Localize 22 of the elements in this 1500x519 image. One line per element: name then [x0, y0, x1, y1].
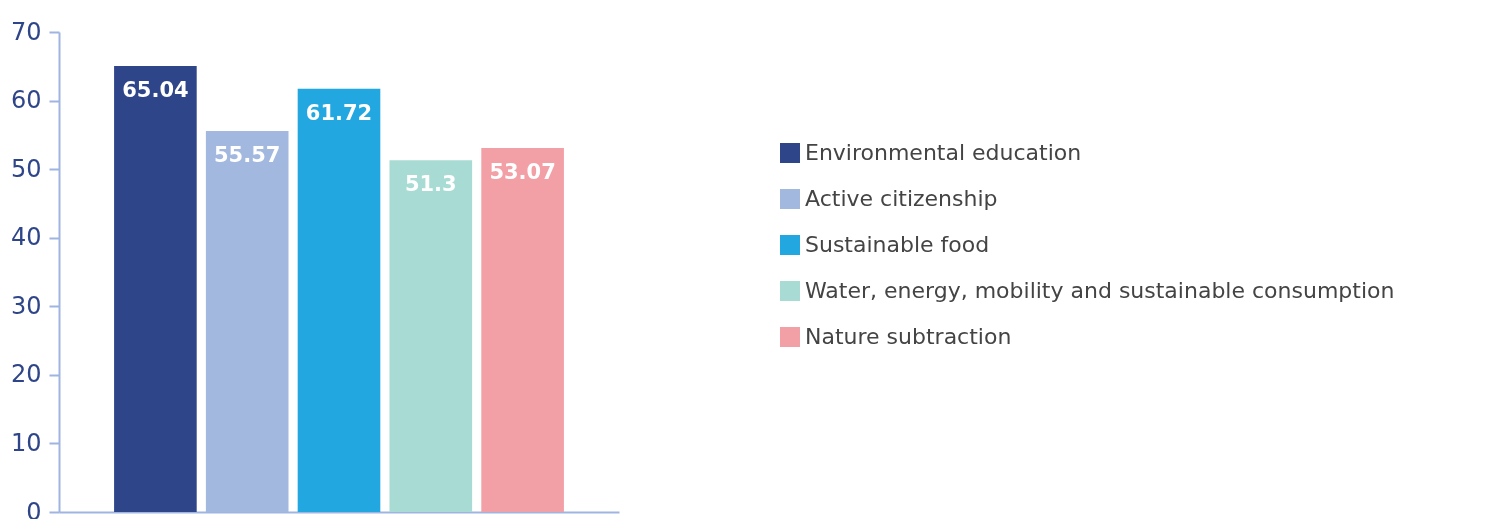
- legend-label: Water, energy, mobility and sustainable consumption: [805, 278, 1395, 303]
- y-tick-label: 0: [26, 497, 42, 519]
- y-tick-label: 60: [10, 86, 42, 115]
- data-label: 55.57: [213, 142, 281, 167]
- bar: [297, 88, 381, 512]
- y-tick-label: 10: [10, 428, 42, 457]
- bar: [481, 148, 564, 512]
- y-tick-label: 70: [10, 17, 42, 46]
- legend-label: Active citizenship: [805, 186, 998, 211]
- bar: [114, 66, 197, 512]
- data-label: 61.72: [305, 100, 373, 125]
- legend-label: Environmental education: [805, 140, 1082, 165]
- y-tick-label: 20: [10, 360, 42, 389]
- legend-label: Sustainable food: [805, 232, 990, 257]
- y-tick-label: 40: [10, 223, 42, 252]
- y-tick-label: 30: [10, 291, 42, 320]
- bar: [389, 160, 473, 512]
- data-label: 65.04: [122, 78, 189, 103]
- legend-label: Nature subtraction: [805, 324, 1012, 349]
- data-label: 53.07: [489, 160, 556, 185]
- data-label: 51.3: [404, 172, 457, 197]
- y-tick-label: 50: [10, 154, 42, 183]
